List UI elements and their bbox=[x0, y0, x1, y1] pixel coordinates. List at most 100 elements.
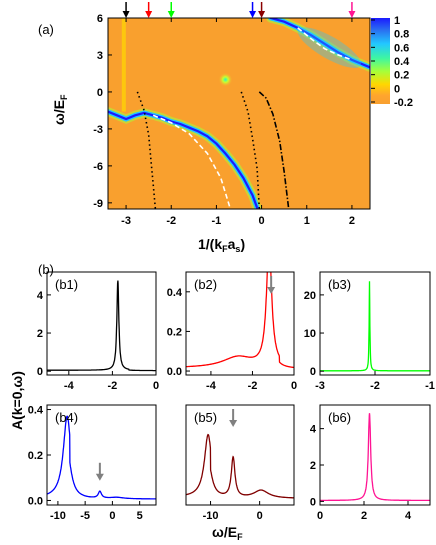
colorbar bbox=[371, 18, 390, 104]
x-tick-label: 0 bbox=[291, 380, 297, 392]
subplot-b2: -4 -2 0 0.0 0.2 0.4 (b2) bbox=[167, 271, 297, 392]
bright-branch bbox=[108, 110, 259, 209]
x-tick-label: -1 bbox=[425, 380, 435, 392]
dashed-white-curve bbox=[297, 27, 353, 61]
y-tick-label: 0.4 bbox=[167, 287, 183, 299]
colorbar-tick-label: 0.8 bbox=[394, 29, 409, 41]
dotted-black-curve bbox=[240, 91, 261, 209]
cut-arrows bbox=[122, 2, 356, 18]
heatmap-frame bbox=[107, 17, 371, 210]
x-tick-label: 4 bbox=[405, 510, 412, 522]
x-tick-label: 5 bbox=[137, 510, 143, 522]
b6-curve bbox=[320, 413, 430, 502]
y-tick-label: 0 bbox=[310, 496, 316, 508]
x-tick-label: -1 bbox=[212, 215, 222, 227]
cut-arrowhead bbox=[249, 11, 257, 18]
x-tick-label: -2 bbox=[166, 215, 176, 227]
y-tick-label: 4 bbox=[310, 424, 317, 436]
y-tick-label: 2 bbox=[37, 328, 43, 340]
x-tick-label: 0 bbox=[259, 215, 265, 227]
cut-arrowhead bbox=[122, 11, 130, 18]
b-y-axis-label: A(k=0,ω) bbox=[9, 371, 25, 430]
y-tick-label: 0.4 bbox=[28, 405, 44, 417]
subplot-b4: -10 -5 0 5 0.0 0.2 0.4 (b4) bbox=[28, 404, 157, 522]
y-tick-label: -6 bbox=[93, 161, 103, 173]
b2-curve bbox=[186, 272, 294, 369]
colorbar-tick-label: 0.6 bbox=[394, 42, 409, 54]
cut-arrowhead bbox=[167, 11, 175, 18]
x-tick-label: -4 bbox=[206, 380, 217, 392]
x-tick-label: -3 bbox=[315, 380, 325, 392]
subplot-b3: -3 -2 -1 0 10 20 (b3) bbox=[304, 271, 435, 392]
x-tick-label: -2 bbox=[248, 380, 258, 392]
y-tick-label: 20 bbox=[304, 290, 316, 302]
y-tick-label: 2 bbox=[310, 460, 316, 472]
x-tick-label: 0 bbox=[317, 510, 323, 522]
peak-arrowhead bbox=[267, 287, 276, 294]
x-tick-label: -10 bbox=[203, 510, 219, 522]
subplot-b5: -10 0 (b5) bbox=[185, 404, 295, 522]
y-tick-label: 0 bbox=[37, 366, 43, 378]
x-tick-label: 0 bbox=[153, 380, 159, 392]
y-tick-label: 0.2 bbox=[167, 326, 182, 338]
colorbar-ticks: 1 0.80.6 0.4 0.20 -0.2 bbox=[371, 15, 413, 109]
spot-feature bbox=[218, 72, 233, 87]
peak-arrowhead bbox=[229, 420, 238, 427]
colorbar-tick-label: -0.2 bbox=[394, 97, 413, 109]
colorbar-tick-label: 0.4 bbox=[394, 56, 410, 68]
y-tick-label: 10 bbox=[304, 328, 316, 340]
b5-label: (b5) bbox=[194, 410, 217, 425]
b6-label: (b6) bbox=[328, 410, 351, 425]
x-tick-label: 2 bbox=[361, 510, 367, 522]
y-tick-label: 0.0 bbox=[28, 495, 43, 507]
subplot-b1: -4 -2 0 0 2 4 (b1) bbox=[37, 271, 159, 392]
bright-branch bbox=[269, 18, 370, 69]
y-tick-label: 0.2 bbox=[28, 450, 43, 462]
b1-curve bbox=[47, 280, 156, 372]
panel-a-heatmap: -3 -2 -1 0 1 2 6 3 0 -3 -6 -9 (a) ω/EF 1/(kFas) 1 0.… bbox=[38, 2, 413, 254]
y-tick-label: -9 bbox=[93, 198, 103, 210]
b3-curve bbox=[320, 281, 430, 372]
colorbar-tick-label: 0.2 bbox=[394, 70, 409, 82]
x-tick-label: 0 bbox=[109, 510, 115, 522]
b6-frame bbox=[319, 404, 431, 506]
cut-arrowhead bbox=[258, 11, 266, 18]
b-x-axis-label: ω/EF bbox=[212, 524, 243, 542]
x-tick-label: -5 bbox=[80, 510, 90, 522]
heatmap-axes: -3 -2 -1 0 1 2 6 3 0 -3 -6 -9 bbox=[93, 13, 355, 227]
a-x-axis-label: 1/(kFas) bbox=[198, 236, 245, 254]
y-tick-label: 0.0 bbox=[167, 366, 182, 378]
panel-b-label: (b) bbox=[38, 262, 54, 277]
dashed-white-curve bbox=[152, 114, 231, 209]
x-tick-label: -10 bbox=[50, 510, 66, 522]
x-tick-label: -2 bbox=[108, 380, 118, 392]
x-tick-label: 2 bbox=[349, 215, 355, 227]
x-tick-label: 0 bbox=[257, 510, 263, 522]
x-tick-label: -2 bbox=[370, 380, 380, 392]
x-tick-label: -4 bbox=[64, 380, 75, 392]
b5-frame bbox=[185, 404, 295, 506]
y-tick-label: 3 bbox=[97, 50, 103, 62]
a-y-axis-label: ω/EF bbox=[51, 94, 69, 125]
x-tick-label: -3 bbox=[121, 215, 131, 227]
y-tick-label: -3 bbox=[93, 124, 103, 136]
cut-arrowhead bbox=[145, 11, 153, 18]
panel-a-label: (a) bbox=[38, 22, 54, 37]
b2-label: (b2) bbox=[194, 277, 217, 292]
subplot-b6: 0 2 4 0 2 4 (b6) bbox=[310, 404, 431, 522]
b5-curve bbox=[186, 433, 294, 499]
x-tick-label: 1 bbox=[304, 215, 310, 227]
cut-arrowhead bbox=[348, 11, 356, 18]
heatmap-content bbox=[108, 18, 370, 209]
b4-label: (b4) bbox=[55, 410, 78, 425]
peak-arrowhead bbox=[95, 473, 104, 481]
b1-frame bbox=[46, 271, 157, 376]
colorbar-tick-label: 0 bbox=[394, 83, 400, 95]
colorbar-tick-label: 1 bbox=[394, 15, 400, 27]
y-tick-label: 0 bbox=[97, 87, 103, 99]
b2-frame bbox=[185, 271, 295, 376]
y-tick-label: 6 bbox=[97, 13, 103, 25]
y-tick-label: 4 bbox=[37, 290, 44, 302]
